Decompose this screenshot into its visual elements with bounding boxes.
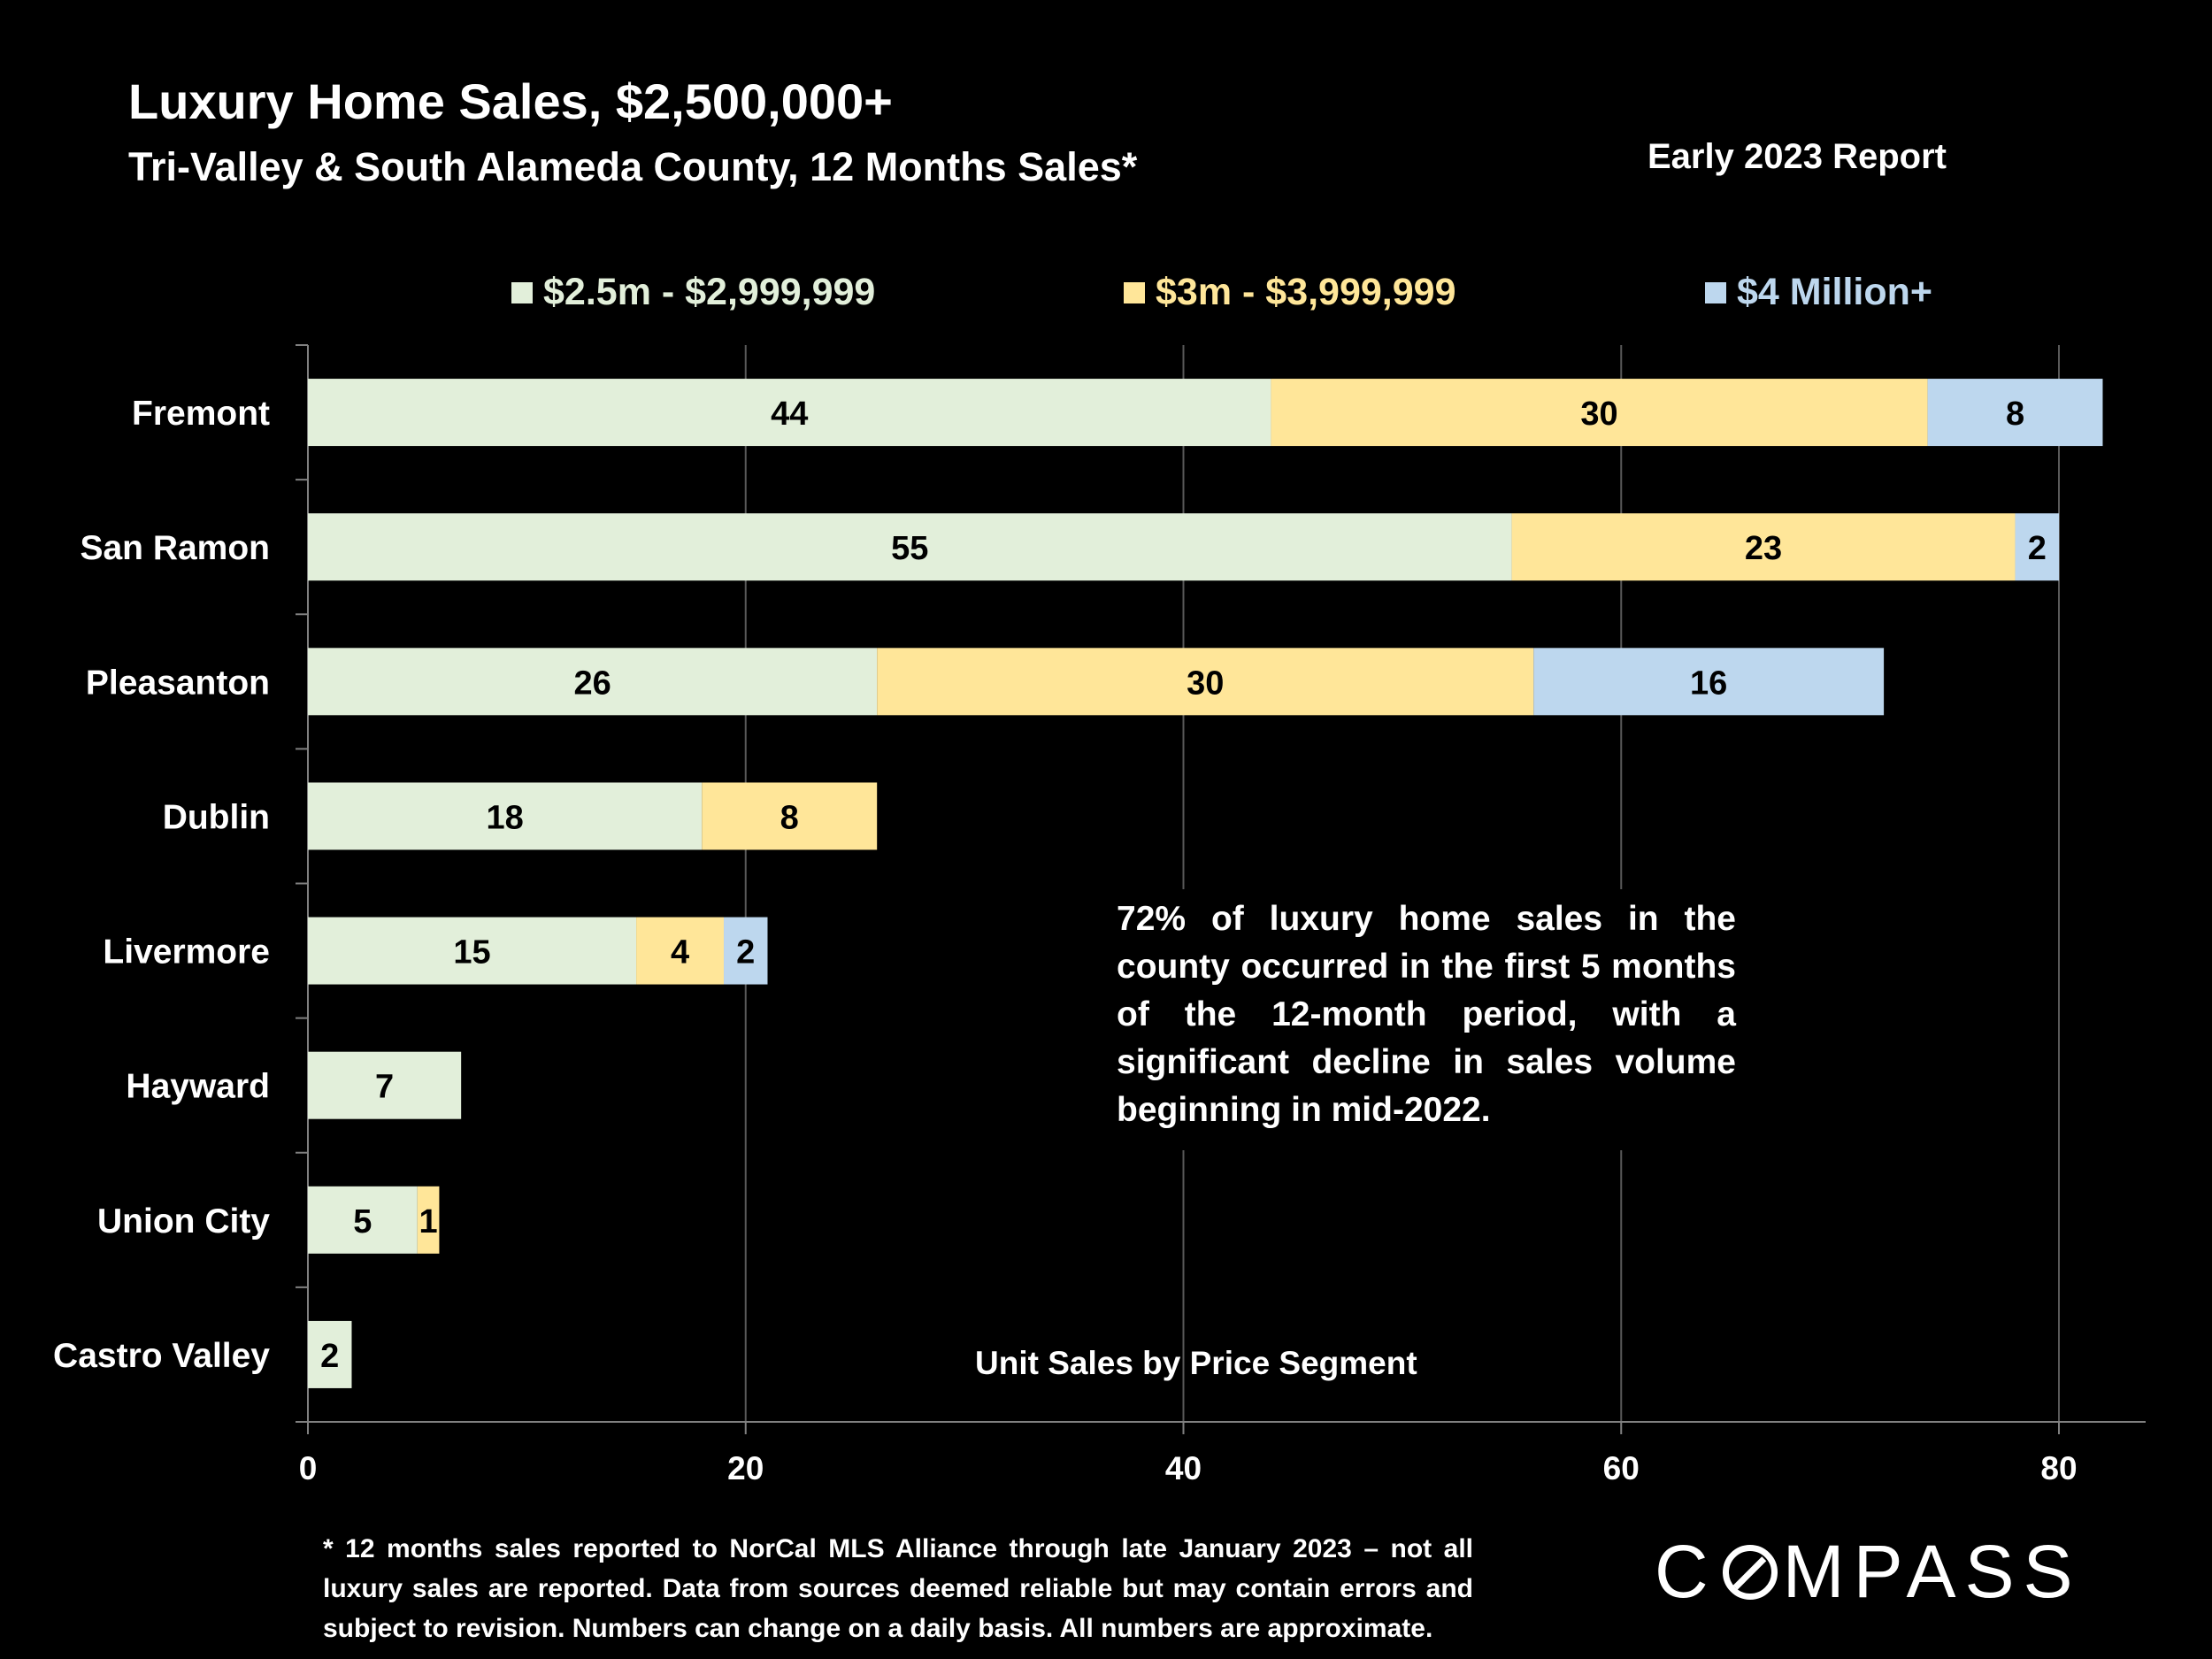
bar-castro-valley-segment-1	[308, 1320, 352, 1388]
legend-label-segment-1: $2.5m - $2,999,999	[543, 271, 876, 313]
data-label-livermore-segment-2: 4	[671, 934, 689, 972]
logo-compass-icon	[1722, 1544, 1778, 1600]
category-label-dublin: Dublin	[163, 798, 270, 836]
data-label-livermore-segment-3: 2	[736, 934, 755, 972]
category-label-hayward: Hayward	[126, 1068, 270, 1106]
data-label-hayward-segment-1: 7	[375, 1069, 394, 1106]
chart-title: Luxury Home Sales, $2,500,000+	[128, 73, 893, 129]
bar-fremont-segment-1	[308, 379, 1271, 447]
chart-annotation: 72% of luxury home sales in the county o…	[1117, 900, 1736, 1129]
category-label-union-city: Union City	[97, 1202, 270, 1240]
legend-label-segment-2: $3m - $3,999,999	[1156, 271, 1456, 313]
data-label-union-city-segment-1: 5	[353, 1203, 372, 1240]
category-label-castro-valley: Castro Valley	[53, 1337, 270, 1375]
data-label-pleasanton-segment-3: 16	[1690, 664, 1727, 702]
legend-item-segment-2: $3m - $3,999,999	[1124, 271, 1456, 314]
bar-pleasanton-segment-1	[308, 648, 878, 716]
x-tick-label-80: 80	[2040, 1450, 2077, 1486]
annotation-background	[1102, 889, 1756, 1150]
category-label-fremont: Fremont	[132, 395, 270, 433]
report-label: Early 2023 Report	[1647, 137, 1947, 176]
chart-legend: $2.5m - $2,999,999 $3m - $3,999,999 $4 M…	[0, 271, 2212, 324]
data-label-livermore-segment-1: 15	[453, 934, 490, 972]
category-label-san-ramon: San Ramon	[80, 529, 270, 567]
logo-text-end: MPASS	[1782, 1530, 2082, 1613]
compass-logo: C MPASS	[1655, 1529, 2082, 1615]
bar-fremont-segment-2	[1271, 379, 1928, 447]
chart-subtitle: Tri-Valley & South Alameda County, 12 Mo…	[128, 144, 1138, 189]
data-label-san-ramon-segment-1: 55	[891, 530, 928, 567]
bar-san-ramon-segment-1	[308, 513, 1512, 581]
logo-text-start: C	[1655, 1530, 1717, 1613]
data-label-pleasanton-segment-2: 30	[1187, 664, 1224, 702]
data-label-san-ramon-segment-3: 2	[2028, 530, 2047, 567]
data-label-pleasanton-segment-1: 26	[573, 664, 611, 702]
x-tick-label-20: 20	[727, 1450, 764, 1486]
legend-swatch-segment-2	[1124, 281, 1145, 303]
x-tick-label-40: 40	[1165, 1450, 1202, 1486]
bar-livermore-segment-1	[308, 917, 637, 985]
legend-label-segment-3: $4 Million+	[1737, 271, 1933, 313]
data-label-castro-valley-segment-1: 2	[320, 1338, 339, 1375]
bar-dublin-segment-2	[702, 782, 878, 850]
bar-dublin-segment-1	[308, 782, 703, 850]
bar-fremont-segment-3	[1927, 379, 2103, 447]
bar-livermore-segment-3	[724, 917, 768, 985]
bar-union-city-segment-2	[417, 1186, 440, 1254]
category-label-livermore: Livermore	[103, 933, 270, 972]
legend-swatch-segment-3	[1705, 281, 1726, 303]
data-label-fremont-segment-1: 44	[771, 396, 808, 433]
data-label-union-city-segment-2: 1	[419, 1203, 437, 1240]
legend-swatch-segment-1	[511, 281, 533, 303]
x-tick-label-0: 0	[299, 1450, 318, 1486]
bar-pleasanton-segment-3	[1533, 648, 1885, 716]
x-axis-label: Unit Sales by Price Segment	[975, 1345, 1417, 1381]
legend-item-segment-1: $2.5m - $2,999,999	[511, 271, 875, 314]
x-tick-label-60: 60	[1603, 1450, 1640, 1486]
bar-san-ramon-segment-2	[1511, 513, 2016, 581]
data-label-san-ramon-segment-2: 23	[1745, 530, 1782, 567]
bar-hayward-segment-1	[308, 1051, 462, 1119]
data-label-dublin-segment-2: 8	[780, 799, 799, 836]
legend-item-segment-3: $4 Million+	[1705, 271, 1932, 314]
data-label-fremont-segment-2: 30	[1580, 396, 1617, 433]
bar-pleasanton-segment-2	[877, 648, 1534, 716]
bar-union-city-segment-1	[308, 1186, 418, 1254]
data-label-fremont-segment-3: 8	[2006, 396, 2024, 433]
bar-livermore-segment-2	[636, 917, 725, 985]
footnote: * 12 months sales reported to NorCal MLS…	[323, 1534, 1473, 1643]
bar-san-ramon-segment-3	[2015, 513, 2059, 581]
category-label-pleasanton: Pleasanton	[86, 664, 270, 702]
data-label-dublin-segment-1: 18	[486, 799, 523, 836]
